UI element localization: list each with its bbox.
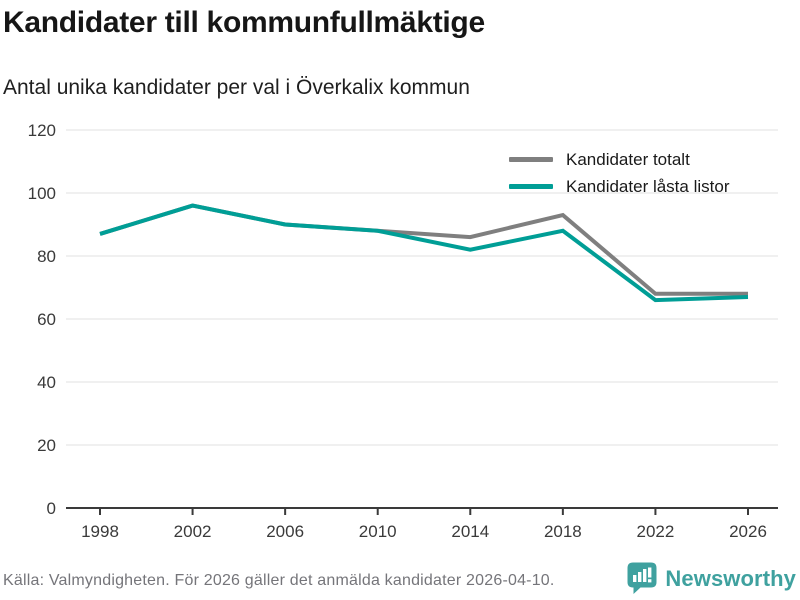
y-tick-label: 100: [28, 184, 56, 203]
x-tick-label: 2002: [174, 522, 212, 541]
y-tick-label: 60: [37, 310, 56, 329]
footer: Källa: Valmyndigheten. För 2026 gäller d…: [0, 560, 800, 600]
x-tick-label: 1998: [81, 522, 119, 541]
speech-bubble-bar-chart-icon: [627, 562, 657, 594]
y-tick-label: 80: [37, 247, 56, 266]
legend: Kandidater totalt Kandidater låsta listo…: [509, 146, 729, 200]
x-tick-label: 2014: [451, 522, 489, 541]
series-line: [99, 203, 748, 296]
page-subtitle: Antal unika kandidater per val i Överkal…: [3, 76, 470, 99]
chart-area: 0 20 40 60 80 100 120 1998 2002 2006 2010 2014 2018 2…: [0, 115, 800, 545]
x-tick-label: 2006: [266, 522, 304, 541]
legend-item-lasta-listor: Kandidater låsta listor: [509, 173, 729, 200]
x-tick-label: 2018: [544, 522, 582, 541]
legend-label: Kandidater låsta listor: [566, 176, 730, 196]
x-tick-label: 2026: [729, 522, 767, 541]
x-tick-label: 2010: [359, 522, 397, 541]
legend-swatch-gray: [509, 157, 553, 162]
logo-wordmark: Newsworthy: [665, 565, 796, 591]
page-title: Kandidater till kommunfullmäktige: [3, 6, 485, 39]
y-tick-label: 40: [37, 373, 56, 392]
y-tick-label: 20: [37, 436, 56, 455]
y-tick-label: 120: [28, 121, 56, 140]
y-tick-label: 0: [47, 499, 56, 518]
legend-label: Kandidater totalt: [566, 149, 690, 169]
series-line: [99, 203, 749, 303]
x-tick-label: 2022: [637, 522, 675, 541]
legend-swatch-teal: [509, 184, 553, 189]
legend-item-totalt: Kandidater totalt: [509, 146, 729, 173]
source-note: Källa: Valmyndigheten. För 2026 gäller d…: [3, 572, 555, 589]
line-chart: 0 20 40 60 80 100 120 1998 2002 2006 2010 2014 2018 2…: [28, 121, 778, 541]
newsworthy-logo: Newsworthy: [627, 562, 796, 595]
